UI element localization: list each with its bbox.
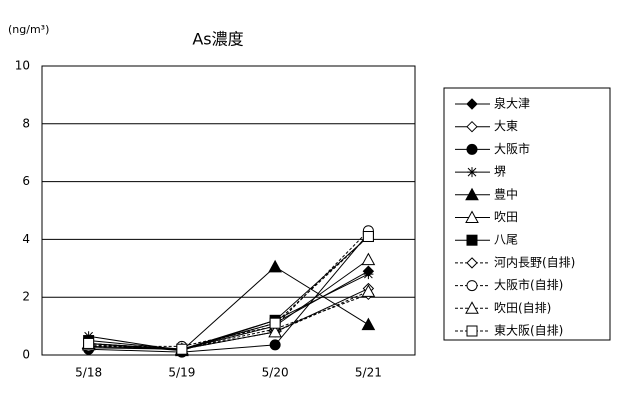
x-tick-label: 5/21 [355, 366, 382, 380]
x-tick-label: 5/20 [262, 366, 289, 380]
legend-label: 大阪市 [494, 141, 530, 156]
y-tick-label: 6 [22, 174, 30, 188]
series-line [88, 236, 369, 350]
marker [269, 317, 281, 329]
legend-label: 八尾 [494, 233, 518, 247]
marker [466, 120, 478, 133]
series-line [88, 236, 369, 350]
legend-label: 堺 [494, 165, 506, 179]
series-line [88, 293, 369, 350]
y-tick-label: 0 [22, 348, 30, 362]
legend-label: 河内長野(自排) [494, 255, 575, 269]
legend-label: 大阪市(自排) [494, 277, 563, 292]
legend-label: 豊中 [494, 186, 518, 201]
marker [363, 269, 374, 280]
marker [465, 301, 479, 314]
y-tick-label: 4 [22, 232, 30, 246]
x-tick-label: 5/19 [168, 366, 195, 380]
marker [361, 284, 376, 297]
series-line [88, 273, 369, 352]
plot-border [41, 65, 416, 356]
marker [466, 257, 478, 269]
series-line [88, 290, 369, 350]
legend-label: 吹田(自排) [494, 301, 551, 315]
marker [466, 234, 478, 246]
marker [467, 167, 477, 178]
legend-label: 大東 [494, 119, 518, 133]
legend-box [443, 87, 611, 341]
series-line [88, 230, 369, 347]
marker [466, 143, 478, 155]
marker [466, 280, 478, 292]
marker [83, 337, 95, 349]
marker [362, 231, 374, 243]
marker [465, 210, 479, 223]
marker [465, 187, 479, 201]
y-tick-label: 2 [22, 290, 30, 304]
marker [176, 343, 188, 355]
legend-label: 泉大津 [494, 97, 530, 111]
marker [269, 339, 281, 351]
legend-label: 東大阪(自排) [494, 324, 563, 338]
legend-label: 吹田 [494, 210, 518, 224]
marker [268, 259, 282, 273]
marker [361, 252, 376, 266]
marker [361, 317, 376, 331]
marker [466, 98, 478, 110]
y-unit: (ng/m³) [8, 23, 49, 36]
x-tick-label: 5/18 [75, 366, 102, 380]
y-tick-label: 10 [15, 59, 30, 73]
series-line [88, 233, 369, 353]
y-tick-label: 8 [22, 116, 30, 130]
marker [268, 324, 282, 338]
marker [466, 325, 478, 337]
chart-title: As濃度 [192, 30, 243, 49]
